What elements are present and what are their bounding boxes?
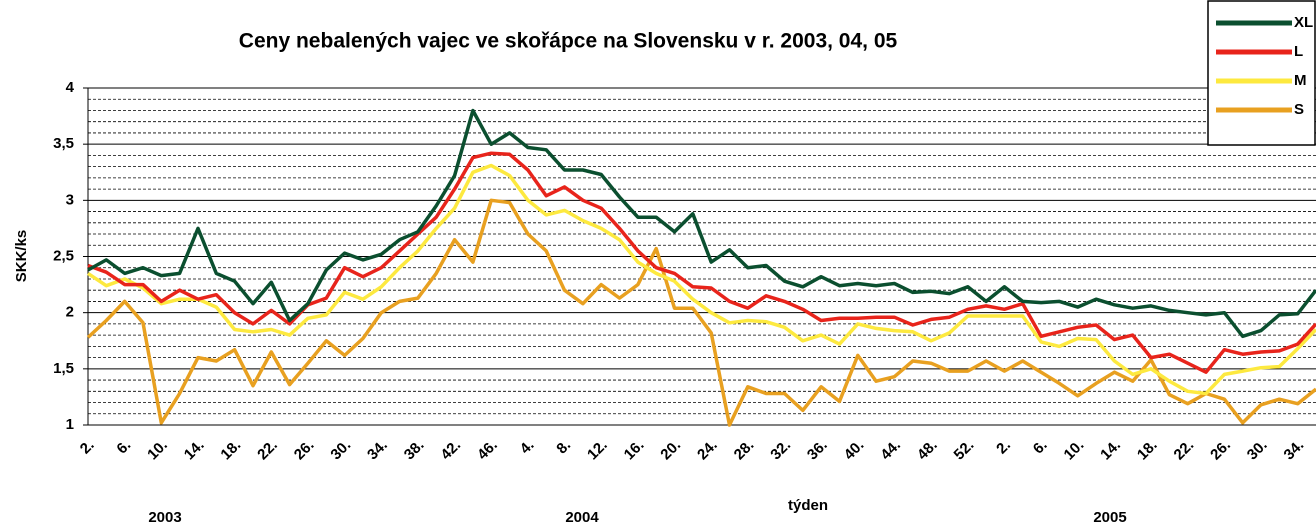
- legend-label: XL: [1294, 14, 1313, 31]
- x-tick-label: 30.: [1244, 437, 1271, 464]
- x-tick-label: 16.: [621, 437, 648, 464]
- x-tick-label: 38.: [401, 437, 428, 464]
- y-tick-label: 3,5: [53, 135, 74, 152]
- y-axis-label: SKK/ks: [13, 230, 30, 283]
- legend-label: M: [1294, 72, 1307, 89]
- x-tick-label: 52.: [951, 437, 978, 464]
- x-tick-label: 12.: [584, 437, 611, 464]
- x-tick-label: 22.: [1171, 437, 1198, 464]
- series-line: [87, 163, 1316, 396]
- x-tick-label: 6.: [1030, 437, 1051, 458]
- x-tick-label: 26.: [1207, 437, 1234, 464]
- x-tick-label: 28.: [731, 437, 758, 464]
- x-tick-label: 42.: [437, 437, 464, 464]
- x-tick-label: 34.: [364, 437, 391, 464]
- year-label: 2003: [148, 509, 181, 526]
- y-tick-label: 4: [66, 79, 75, 96]
- x-tick-label: 10.: [144, 437, 171, 464]
- x-tick-label: 24.: [694, 437, 721, 464]
- x-tick-label: 14.: [1097, 437, 1124, 464]
- y-tick-label: 2,5: [53, 247, 74, 264]
- x-axis-label: týden: [788, 497, 828, 514]
- series-line: [86, 198, 1316, 427]
- x-tick-label: 18.: [1134, 437, 1161, 464]
- x-tick-label: 2.: [993, 437, 1014, 458]
- x-tick-label: 20.: [657, 437, 684, 464]
- x-tick-label: 2.: [77, 437, 98, 458]
- x-tick-label: 30.: [327, 437, 354, 464]
- y-tick-label: 1: [66, 416, 74, 433]
- y-tick-label: 2: [66, 304, 74, 321]
- legend-label: S: [1294, 101, 1304, 118]
- x-tick-label: 26.: [291, 437, 318, 464]
- x-tick-label: 4.: [517, 437, 538, 458]
- year-label: 2004: [565, 509, 599, 526]
- legend-label: L: [1294, 43, 1303, 60]
- x-tick-label: 22.: [254, 437, 281, 464]
- x-tick-label: 8.: [553, 437, 574, 458]
- x-tick-label: 32.: [767, 437, 794, 464]
- x-tick-label: 34.: [1281, 437, 1308, 464]
- x-tick-label: 40.: [841, 437, 868, 464]
- series-line: [87, 108, 1316, 339]
- year-label: 2005: [1093, 509, 1126, 526]
- x-tick-label: 46.: [474, 437, 501, 464]
- y-tick-label: 1,5: [53, 360, 74, 377]
- x-tick-label: 36.: [804, 437, 831, 464]
- chart-title: Ceny nebalených vajec ve skořápce na Slo…: [239, 30, 898, 53]
- x-tick-label: 44.: [877, 437, 904, 464]
- x-tick-label: 14.: [181, 437, 208, 464]
- x-tick-label: 18.: [217, 437, 244, 464]
- series-line: [87, 151, 1316, 374]
- y-tick-label: 3: [66, 191, 74, 208]
- x-tick-label: 6.: [113, 437, 134, 458]
- x-tick-label: 48.: [914, 437, 941, 464]
- x-tick-label: 10.: [1061, 437, 1088, 464]
